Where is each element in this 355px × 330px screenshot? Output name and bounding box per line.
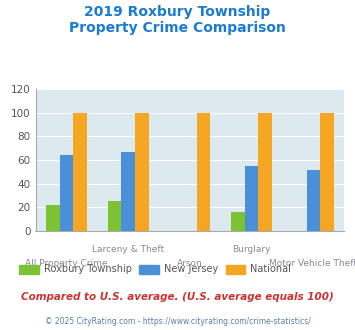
Text: Property Crime Comparison: Property Crime Comparison xyxy=(69,21,286,35)
Bar xyxy=(108,201,121,231)
Bar xyxy=(197,113,210,231)
Text: Larceny & Theft: Larceny & Theft xyxy=(92,245,164,254)
Bar xyxy=(258,113,272,231)
Text: Burglary: Burglary xyxy=(233,245,271,254)
Legend: Roxbury Township, New Jersey, National: Roxbury Township, New Jersey, National xyxy=(16,261,295,279)
Bar xyxy=(46,205,60,231)
Bar xyxy=(121,152,135,231)
Bar xyxy=(60,155,73,231)
Text: Compared to U.S. average. (U.S. average equals 100): Compared to U.S. average. (U.S. average … xyxy=(21,292,334,302)
Bar xyxy=(307,170,320,231)
Bar xyxy=(320,113,334,231)
Bar xyxy=(73,113,87,231)
Text: All Property Crime: All Property Crime xyxy=(25,259,108,268)
Bar xyxy=(245,166,258,231)
Bar xyxy=(135,113,148,231)
Bar xyxy=(231,212,245,231)
Text: Arson: Arson xyxy=(177,259,203,268)
Text: 2019 Roxbury Township: 2019 Roxbury Township xyxy=(84,5,271,19)
Text: Motor Vehicle Theft: Motor Vehicle Theft xyxy=(269,259,355,268)
Text: © 2025 CityRating.com - https://www.cityrating.com/crime-statistics/: © 2025 CityRating.com - https://www.city… xyxy=(45,317,310,326)
